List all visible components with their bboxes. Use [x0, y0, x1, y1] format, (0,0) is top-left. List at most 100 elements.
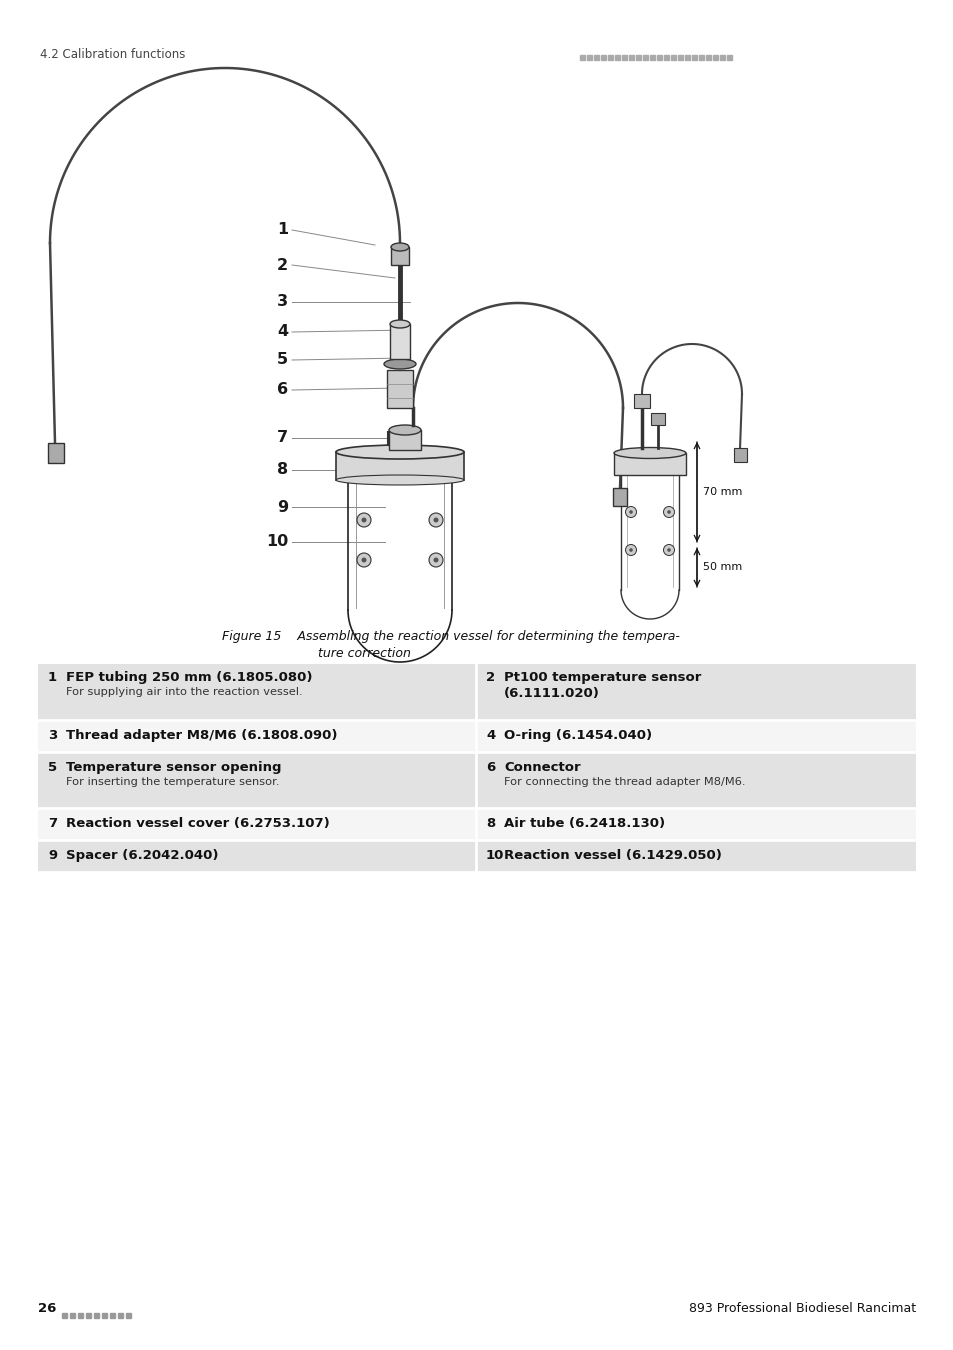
Circle shape [433, 517, 438, 522]
Bar [657, 55, 661, 59]
Bar [678, 55, 682, 59]
Ellipse shape [384, 359, 416, 369]
Text: 4: 4 [485, 729, 495, 742]
Bar [705, 55, 710, 59]
Text: For inserting the temperature sensor.: For inserting the temperature sensor. [66, 778, 279, 787]
Bar [476, 662, 915, 720]
Circle shape [666, 548, 670, 552]
Text: 4: 4 [276, 324, 288, 339]
Text: 1: 1 [276, 223, 288, 238]
Bar [670, 55, 676, 59]
Text: 10: 10 [266, 535, 288, 549]
Text: Reaction vessel cover (6.2753.107): Reaction vessel cover (6.2753.107) [66, 817, 330, 830]
Text: 5: 5 [48, 761, 57, 774]
Text: 70 mm: 70 mm [702, 487, 741, 497]
Text: Reaction vessel (6.1429.050): Reaction vessel (6.1429.050) [503, 849, 721, 863]
Text: 7: 7 [276, 431, 288, 446]
Bar [387, 370, 413, 408]
Text: 26: 26 [38, 1301, 56, 1315]
Circle shape [625, 506, 636, 517]
Bar [663, 55, 668, 59]
Bar [102, 1314, 107, 1318]
Text: For connecting the thread adapter M8/M6.: For connecting the thread adapter M8/M6. [503, 778, 744, 787]
Ellipse shape [614, 447, 685, 459]
Bar [389, 431, 420, 450]
Circle shape [356, 513, 371, 526]
Text: For supplying air into the reaction vessel.: For supplying air into the reaction vess… [66, 687, 302, 697]
Text: 10: 10 [485, 849, 504, 863]
Bar [94, 1314, 99, 1318]
Text: Spacer (6.2042.040): Spacer (6.2042.040) [66, 849, 218, 863]
Bar [38, 662, 476, 720]
Bar [613, 487, 626, 506]
Circle shape [662, 506, 674, 517]
Bar [476, 809, 915, 840]
Text: 3: 3 [276, 294, 288, 309]
Bar [699, 55, 703, 59]
Bar [586, 55, 592, 59]
Bar [38, 720, 476, 752]
Bar [86, 1314, 91, 1318]
Text: Thread adapter M8/M6 (6.1808.090): Thread adapter M8/M6 (6.1808.090) [66, 729, 337, 742]
Text: 50 mm: 50 mm [702, 563, 741, 572]
Bar [628, 55, 634, 59]
Bar [600, 55, 605, 59]
Bar [335, 452, 463, 481]
Ellipse shape [389, 425, 420, 435]
Circle shape [429, 554, 442, 567]
Text: (6.1111.020): (6.1111.020) [503, 687, 599, 701]
Bar [621, 55, 626, 59]
Bar [642, 55, 647, 59]
Bar [78, 1314, 83, 1318]
Bar [579, 55, 584, 59]
Text: 893 Professional Biodiesel Rancimat: 893 Professional Biodiesel Rancimat [688, 1301, 915, 1315]
Bar [38, 752, 476, 809]
Circle shape [356, 554, 371, 567]
Bar [48, 443, 64, 463]
Bar [594, 55, 598, 59]
Text: 8: 8 [485, 817, 495, 830]
Circle shape [629, 510, 632, 514]
Text: 2: 2 [276, 258, 288, 273]
Text: 8: 8 [276, 463, 288, 478]
Circle shape [433, 558, 438, 563]
Bar [636, 55, 640, 59]
Bar [691, 55, 697, 59]
Text: O-ring (6.1454.040): O-ring (6.1454.040) [503, 729, 652, 742]
Bar [62, 1314, 67, 1318]
Bar [390, 324, 410, 359]
Circle shape [625, 544, 636, 555]
Text: 5: 5 [276, 352, 288, 367]
Bar [391, 247, 409, 265]
Circle shape [666, 510, 670, 514]
Text: FEP tubing 250 mm (6.1805.080): FEP tubing 250 mm (6.1805.080) [66, 671, 313, 684]
Ellipse shape [390, 320, 410, 328]
Text: 9: 9 [276, 500, 288, 514]
Bar [38, 840, 476, 872]
Bar [720, 55, 724, 59]
Text: Figure 15    Assembling the reaction vessel for determining the tempera-: Figure 15 Assembling the reaction vessel… [222, 630, 679, 643]
Text: 4.2 Calibration functions: 4.2 Calibration functions [40, 49, 185, 62]
Ellipse shape [391, 243, 409, 251]
Text: Connector: Connector [503, 761, 580, 774]
Bar [70, 1314, 75, 1318]
Circle shape [629, 548, 632, 552]
Bar [726, 55, 731, 59]
Bar [476, 840, 915, 872]
Bar [38, 809, 476, 840]
Text: 1: 1 [48, 671, 57, 684]
Bar [476, 752, 915, 809]
Text: 3: 3 [48, 729, 57, 742]
Bar [614, 454, 685, 475]
Bar [110, 1314, 115, 1318]
Text: 2: 2 [485, 671, 495, 684]
Bar [650, 413, 664, 425]
Text: 7: 7 [48, 817, 57, 830]
Text: Pt100 temperature sensor: Pt100 temperature sensor [503, 671, 700, 684]
Bar [607, 55, 613, 59]
Text: Temperature sensor opening: Temperature sensor opening [66, 761, 281, 774]
Text: 6: 6 [485, 761, 495, 774]
Circle shape [361, 558, 366, 563]
Bar [684, 55, 689, 59]
Bar [476, 720, 915, 752]
